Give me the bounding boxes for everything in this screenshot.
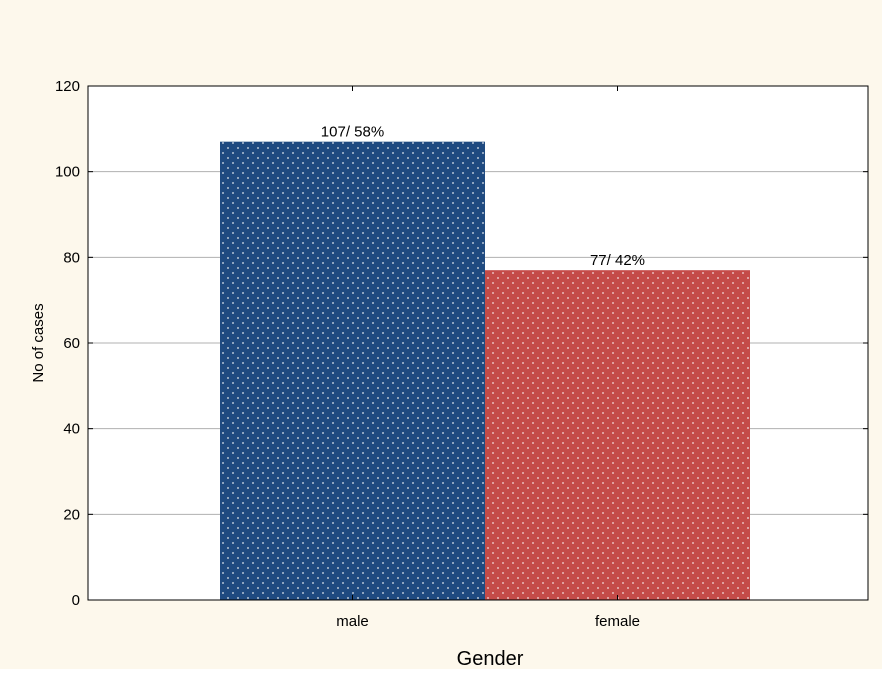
x-tick-label: female <box>595 613 640 630</box>
y-tick-label: 100 <box>55 164 80 181</box>
bar-data-label: 107/ 58% <box>321 124 384 141</box>
bar-female <box>485 270 750 600</box>
y-tick-label: 80 <box>63 249 80 266</box>
y-tick-label: 0 <box>72 592 80 609</box>
y-tick-label: 60 <box>63 335 80 352</box>
y-tick-label: 20 <box>63 506 80 523</box>
y-axis-label: No of cases <box>30 303 47 382</box>
data-labels-group: 107/ 58% 77/ 42% <box>321 124 645 269</box>
bars-group <box>220 141 750 600</box>
x-tick-label: male <box>336 613 369 630</box>
y-axis: 0 20 40 60 80 100 120 <box>55 78 868 609</box>
y-tick-label: 120 <box>55 78 80 95</box>
x-axis: male female <box>336 86 640 630</box>
x-axis-label: Gender <box>457 648 524 669</box>
bar-male <box>220 141 485 600</box>
y-tick-label: 40 <box>63 421 80 438</box>
bar-data-label: 77/ 42% <box>590 252 645 269</box>
